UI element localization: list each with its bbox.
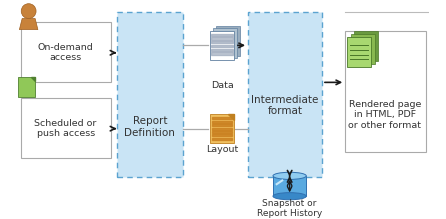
Text: Layout: Layout xyxy=(206,145,238,154)
Text: On-demand
access: On-demand access xyxy=(38,43,94,62)
Text: Data: Data xyxy=(211,81,233,90)
Bar xyxy=(21,22,111,82)
Bar xyxy=(248,12,322,177)
Bar xyxy=(213,28,237,58)
Bar xyxy=(21,98,111,158)
Bar xyxy=(18,77,35,97)
Polygon shape xyxy=(30,77,35,81)
Polygon shape xyxy=(227,114,234,120)
Bar xyxy=(210,114,234,143)
Text: Report
Definition: Report Definition xyxy=(124,116,175,138)
Ellipse shape xyxy=(273,193,306,200)
Bar xyxy=(116,12,183,177)
Bar xyxy=(355,32,379,61)
Bar xyxy=(351,34,375,64)
Text: Rendered page
in HTML, PDF
or other format: Rendered page in HTML, PDF or other form… xyxy=(348,100,421,130)
Ellipse shape xyxy=(273,172,306,179)
Bar xyxy=(210,30,234,60)
Bar xyxy=(215,26,240,56)
Bar xyxy=(273,176,306,196)
Bar xyxy=(345,32,425,152)
Polygon shape xyxy=(19,19,38,30)
Text: Scheduled or
push access: Scheduled or push access xyxy=(34,119,97,138)
Bar xyxy=(347,37,371,67)
Text: Intermediate
format: Intermediate format xyxy=(251,95,319,116)
Circle shape xyxy=(21,4,36,19)
Text: Snapshot or
Report History: Snapshot or Report History xyxy=(257,199,322,218)
